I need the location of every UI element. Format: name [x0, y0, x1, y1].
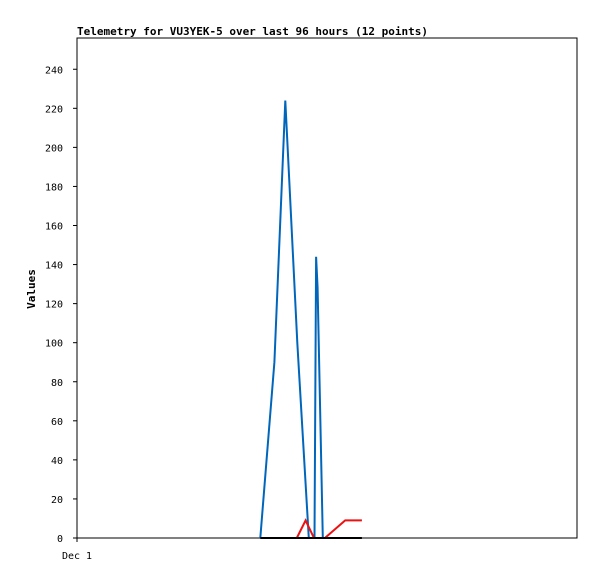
y-axis-label: Values: [25, 269, 38, 309]
y-axis: 0 20 40 60 80 100 120 140 160 180 200 220 240: [45, 65, 77, 545]
x-axis: Dec 1: [62, 538, 92, 562]
y-tick-label: 100: [45, 339, 63, 350]
y-tick-label: 20: [51, 495, 63, 506]
series-layer: [259, 100, 362, 539]
y-tick-label: 80: [51, 378, 63, 389]
series-line-1: [259, 100, 324, 539]
chart-title: Telemetry for VU3YEK-5 over last 96 hour…: [77, 25, 428, 38]
y-tick-label: 200: [45, 143, 63, 154]
series-line-2: [295, 518, 362, 539]
y-tick-label: 60: [51, 417, 63, 428]
y-tick-label: 40: [51, 456, 63, 467]
y-tick-label: 240: [45, 65, 63, 76]
y-tick-label: 160: [45, 222, 63, 233]
plot-area-frame: [76, 37, 578, 539]
y-tick-label: 180: [45, 182, 63, 193]
y-tick-label: 120: [45, 300, 63, 311]
y-tick-label: 0: [57, 534, 63, 545]
y-tick-label: 140: [45, 261, 63, 272]
y-tick-label: 220: [45, 104, 63, 115]
x-tick-label: Dec 1: [62, 551, 92, 562]
